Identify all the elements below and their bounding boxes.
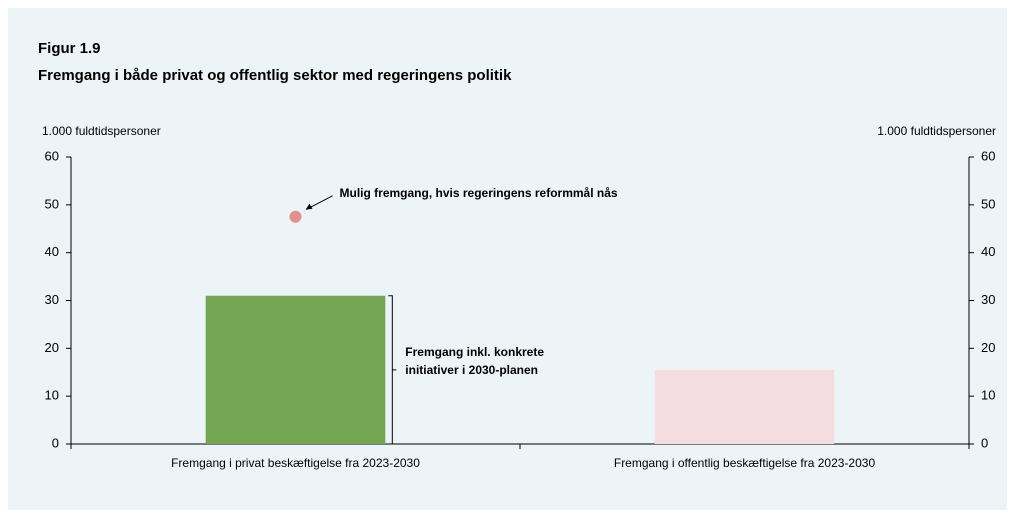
y-axis-label: 1.000 fuldtidspersoner <box>42 124 161 138</box>
annotation: Mulig fremgang, hvis regeringens reformm… <box>340 186 618 200</box>
y2-tick-label: 40 <box>981 244 995 259</box>
y2-tick-label: 60 <box>981 148 995 163</box>
y2-tick-label: 10 <box>981 388 995 403</box>
y-tick-label: 40 <box>45 244 59 259</box>
bracket <box>388 295 397 445</box>
y2-tick-label: 0 <box>981 435 988 450</box>
marker <box>289 210 302 223</box>
y2-tick-label: 30 <box>981 292 995 307</box>
bar <box>654 369 835 444</box>
x-tick-label: Fremgang i privat beskæftigelse fra 2023… <box>171 456 420 470</box>
y2-tick-label: 50 <box>981 196 995 211</box>
y2-axis-label: 1.000 fuldtidspersoner <box>877 124 996 138</box>
bar <box>205 295 386 444</box>
annotation-arrow <box>307 195 333 210</box>
y-tick-label: 10 <box>45 388 59 403</box>
y2-tick-label: 20 <box>981 340 995 355</box>
x-tick-label: Fremgang i offentlig beskæftigelse fra 2… <box>614 456 876 470</box>
y-tick-label: 20 <box>45 340 59 355</box>
chart-title: Figur 1.9 <box>38 40 101 57</box>
arrow-head <box>305 203 313 210</box>
panel <box>8 8 1007 510</box>
annotation: initiativer i 2030-planen <box>405 363 538 377</box>
y-tick-label: 50 <box>45 196 59 211</box>
y-tick-label: 60 <box>45 148 59 163</box>
annotation: Fremgang inkl. konkrete <box>405 345 544 359</box>
chart-subtitle: Fremgang i både privat og offentlig sekt… <box>38 67 512 84</box>
y-tick-label: 30 <box>45 292 59 307</box>
y-tick-label: 0 <box>52 435 59 450</box>
